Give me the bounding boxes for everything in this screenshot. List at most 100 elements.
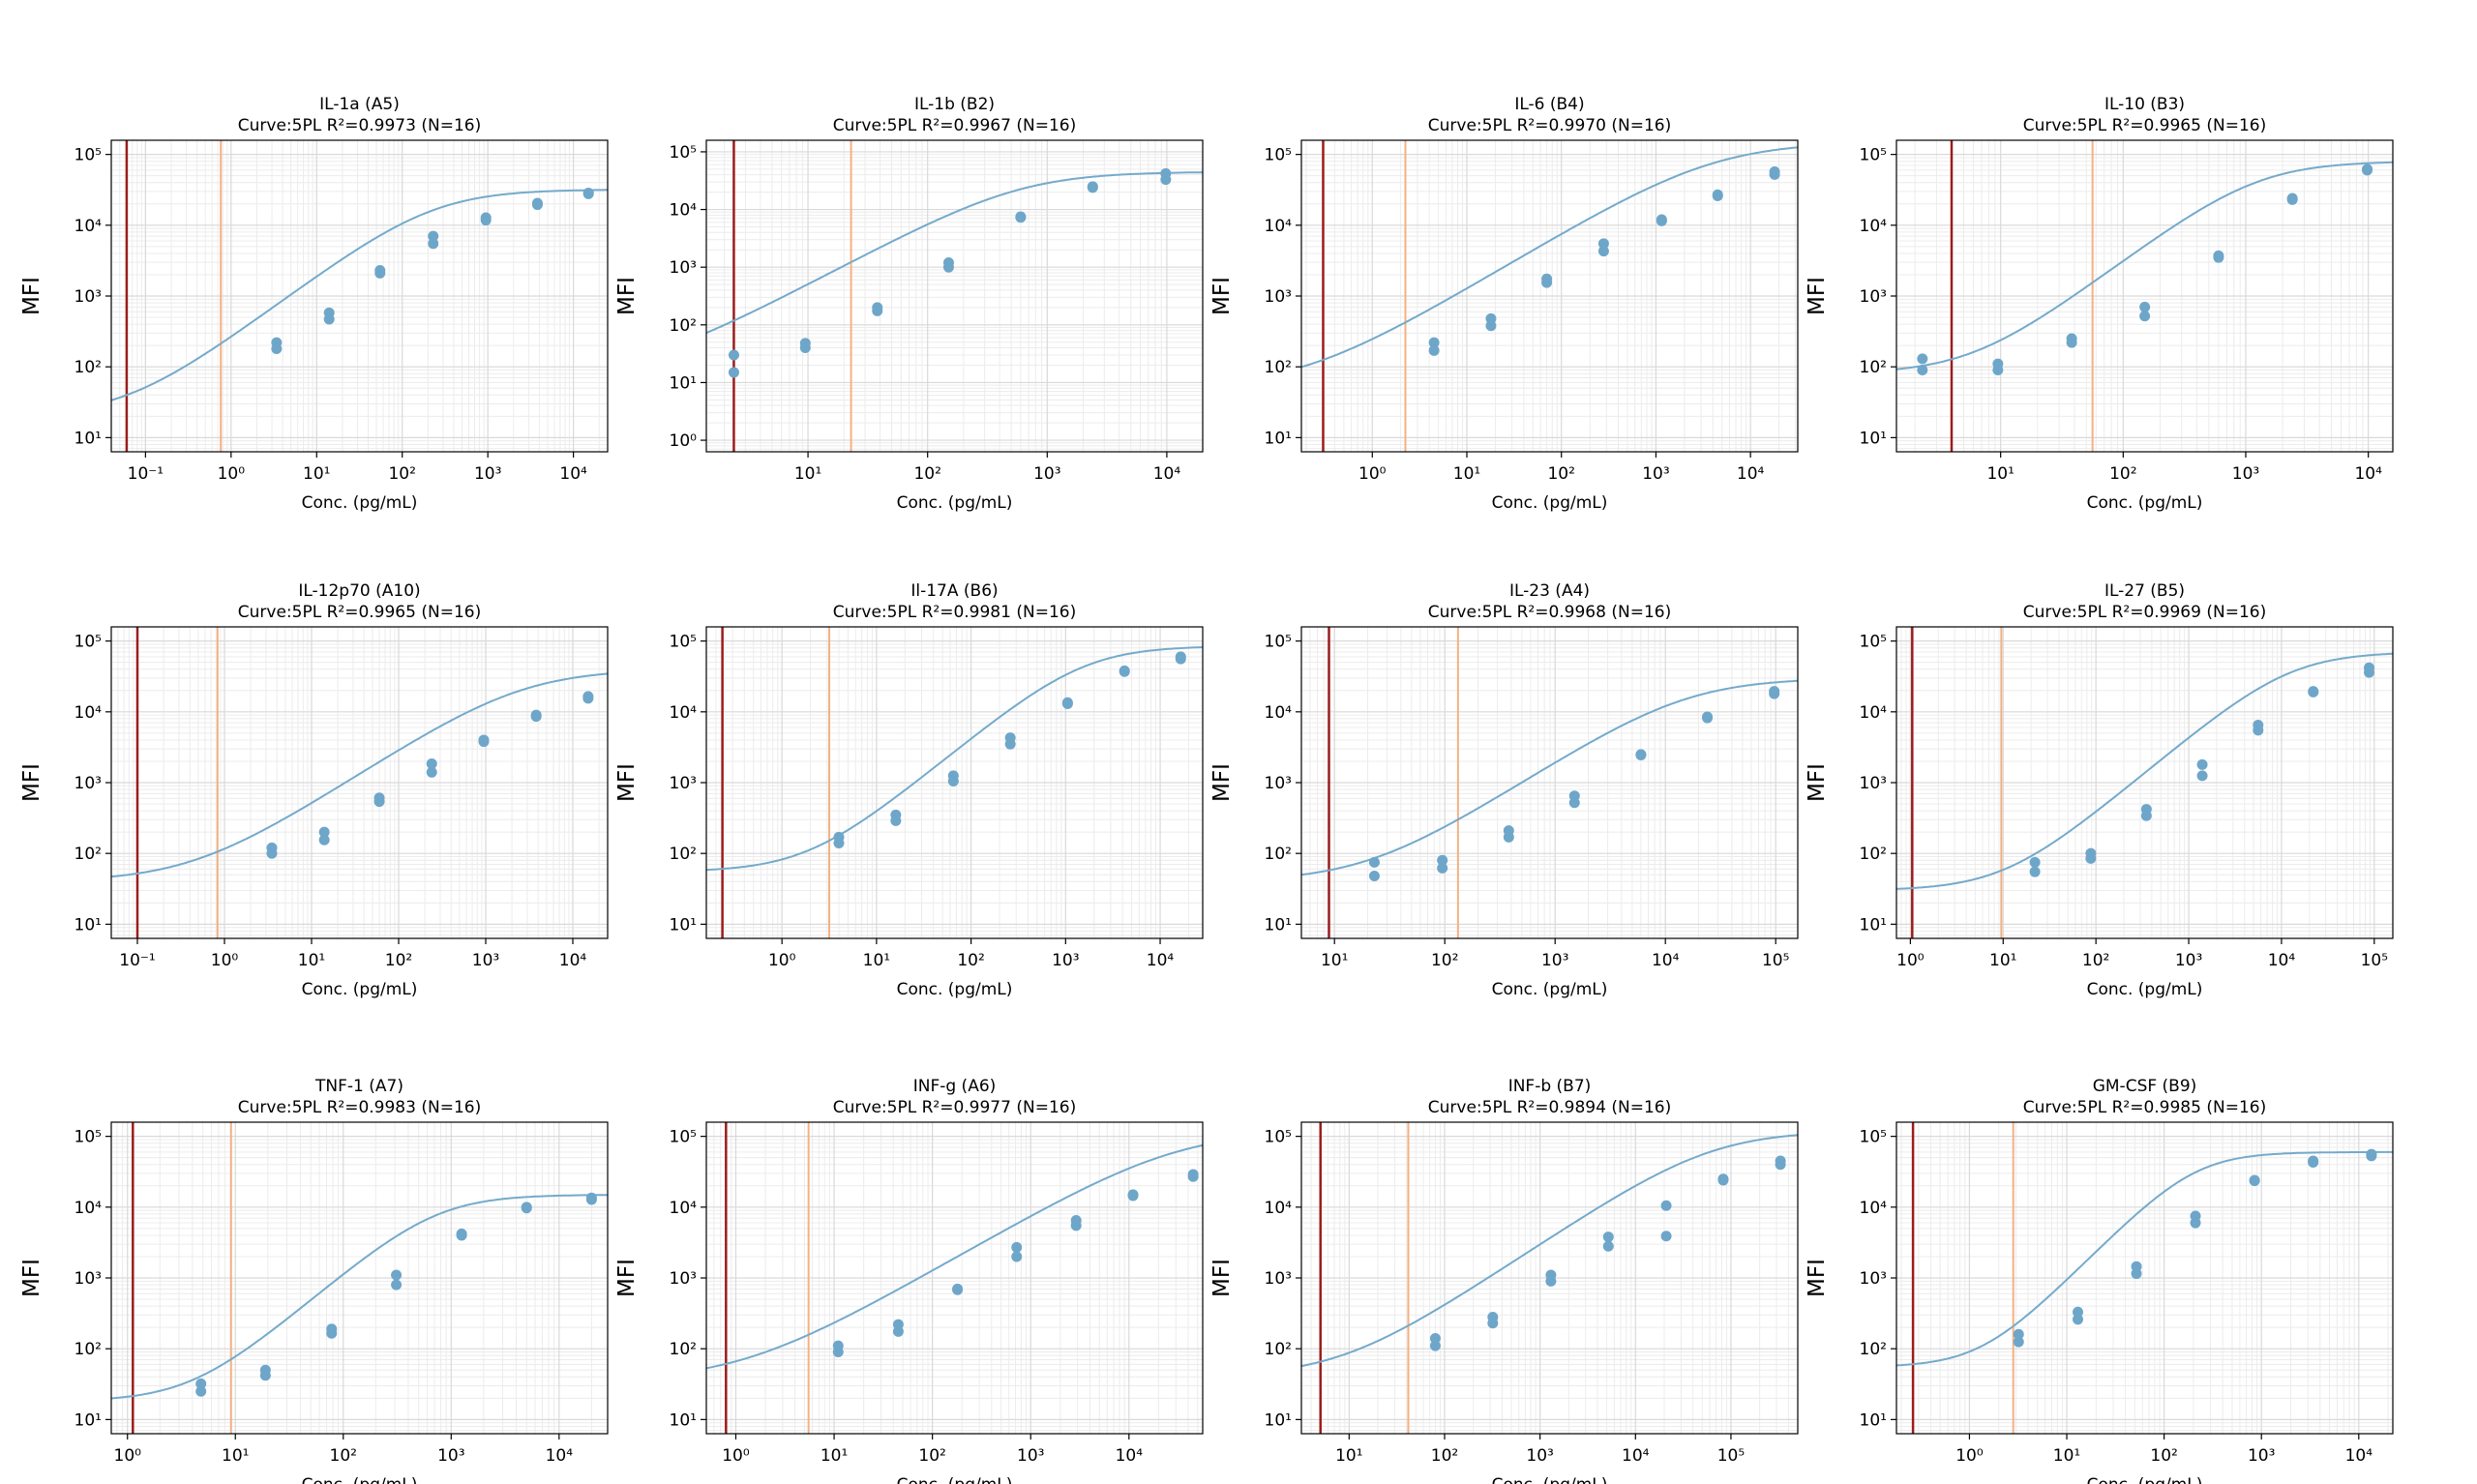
chart-title: IL-23 (A4) <box>1509 581 1590 601</box>
fitted-curve <box>705 1143 1204 1370</box>
data-point <box>799 342 811 354</box>
y-tick-label: 10⁵ <box>1265 146 1292 165</box>
chart-panel-3: 10⁰ 10¹ 10² 10³ 10⁴ 10¹ 10² 10³ 10⁴ 10⁵ IL-6 (B4) C… <box>1209 95 1799 513</box>
x-tick-label: 10⁰ <box>1358 464 1387 484</box>
data-point <box>1602 1240 1614 1252</box>
x-tick-label: 10¹ <box>794 464 821 484</box>
y-tick-label: 10¹ <box>670 915 697 935</box>
y-tick-label: 10⁵ <box>670 1128 697 1147</box>
y-tick-label: 10² <box>75 358 102 377</box>
data-point <box>1660 1231 1672 1242</box>
data-point <box>1187 1171 1199 1182</box>
y-tick-label: 10⁴ <box>1265 703 1293 723</box>
x-tick-label: 10⁴ <box>1737 464 1765 484</box>
y-tick-label: 10⁵ <box>670 633 697 652</box>
data-point <box>1635 750 1647 761</box>
x-tick-label: 10¹ <box>821 1446 848 1466</box>
y-tick-label: 10¹ <box>670 373 697 393</box>
x-axis-label: Conc. (pg/mL) <box>2087 980 2203 999</box>
y-tick-label: 10² <box>75 1340 102 1359</box>
y-tick-label: 10¹ <box>75 429 102 448</box>
data-point <box>1437 854 1448 866</box>
data-point <box>271 343 283 355</box>
data-point <box>1160 174 1172 186</box>
y-tick-label: 10⁴ <box>1860 1199 1888 1218</box>
data-point <box>391 1279 403 1291</box>
fitted-curve <box>705 171 1204 335</box>
chart-title: Il-17A (B6) <box>910 581 998 601</box>
data-point <box>1769 168 1780 180</box>
x-axis-label: Conc. (pg/mL) <box>1492 980 1608 999</box>
x-tick-label: 10⁰ <box>114 1446 142 1466</box>
data-point <box>1769 688 1780 699</box>
x-tick-label: 10² <box>1431 951 1458 970</box>
data-point <box>2085 852 2097 864</box>
data-point <box>1368 856 1380 868</box>
x-tick-label: 10² <box>385 951 412 970</box>
y-tick-label: 10¹ <box>1860 429 1887 448</box>
y-tick-label: 10⁰ <box>670 431 698 451</box>
y-tick-label: 10¹ <box>75 915 102 935</box>
data-point <box>2196 758 2208 770</box>
x-tick-label: 10⁴ <box>1153 464 1181 484</box>
grid-lines <box>111 1122 608 1434</box>
x-tick-label: 10³ <box>1541 951 1568 970</box>
data-point <box>1992 365 2004 376</box>
data-point <box>478 736 490 748</box>
fitted-curve <box>1300 1134 1799 1368</box>
x-tick-label: 10² <box>2109 464 2136 484</box>
fitted-curve <box>1895 161 2394 371</box>
y-axis-label: MFI <box>1805 1259 1830 1297</box>
chart-panel-9: 10⁰ 10¹ 10² 10³ 10⁴ 10¹ 10² 10³ 10⁴ 10⁵ TNF-1 (A7)… <box>19 1077 609 1484</box>
y-axis-label: MFI <box>1209 1259 1235 1297</box>
data-point <box>428 238 439 250</box>
y-tick-label: 10² <box>1265 845 1292 864</box>
y-axis-label: MFI <box>614 1259 640 1297</box>
x-tick-label: 10⁴ <box>1652 951 1680 970</box>
data-point <box>1485 320 1497 332</box>
y-tick-label: 10⁴ <box>75 217 103 236</box>
data-point <box>1061 697 1073 709</box>
x-tick-label: 10⁴ <box>1622 1446 1650 1466</box>
chart-panel-7: 10¹ 10² 10³ 10⁴ 10⁵ 10¹ 10² 10³ 10⁴ 10⁵ IL-23 (A4)… <box>1209 581 1799 999</box>
data-point <box>2029 866 2041 877</box>
y-axis-label: MFI <box>19 1259 45 1297</box>
chart-title: IL-12p70 (A10) <box>298 581 420 601</box>
y-tick-label: 10⁴ <box>1265 217 1293 236</box>
grid-lines <box>1896 627 2393 938</box>
fitted-curve <box>110 1194 608 1400</box>
data-point <box>195 1378 207 1389</box>
grid-lines <box>706 1122 1203 1434</box>
x-tick-label: 10⁴ <box>1116 1446 1144 1466</box>
data-point <box>1702 712 1714 724</box>
data-point <box>1917 365 1928 376</box>
data-point <box>456 1230 467 1241</box>
y-tick-label: 10⁴ <box>75 703 103 723</box>
x-tick-label: 10⁴ <box>546 1446 574 1466</box>
x-tick-label: 10³ <box>2248 1446 2275 1466</box>
y-tick-label: 10³ <box>75 774 102 793</box>
grid-lines <box>111 627 608 938</box>
data-point <box>1545 1275 1557 1287</box>
data-point <box>585 1194 597 1205</box>
data-point <box>2131 1268 2142 1280</box>
data-point <box>952 1284 964 1295</box>
chart-title: TNF-1 (A7) <box>314 1077 403 1096</box>
chart-panel-5: 10⁻¹ 10⁰ 10¹ 10² 10³ 10⁴ 10¹ 10² 10³ 10⁴ 10⁵ IL-12p… <box>19 581 609 999</box>
data-point <box>531 199 543 211</box>
fitted-curve <box>1895 652 2394 890</box>
fitted-curve <box>110 189 608 401</box>
y-tick-label: 10³ <box>670 774 697 793</box>
data-point <box>2363 667 2374 678</box>
x-tick-label: 10⁵ <box>1762 951 1789 970</box>
data-point <box>2072 1314 2083 1325</box>
data-point <box>2213 252 2224 263</box>
y-tick-label: 10³ <box>670 258 697 278</box>
grid-lines <box>1301 1122 1799 1434</box>
chart-panel-6: 10⁰ 10¹ 10² 10³ 10⁴ 10¹ 10² 10³ 10⁴ 10⁵ Il-17A (B6… <box>614 581 1204 999</box>
data-point <box>2013 1328 2024 1340</box>
fitted-curve <box>1300 146 1799 369</box>
chart-title: INF-g (A6) <box>913 1077 997 1096</box>
y-axis-label: MFI <box>19 763 45 802</box>
data-point <box>530 711 542 723</box>
